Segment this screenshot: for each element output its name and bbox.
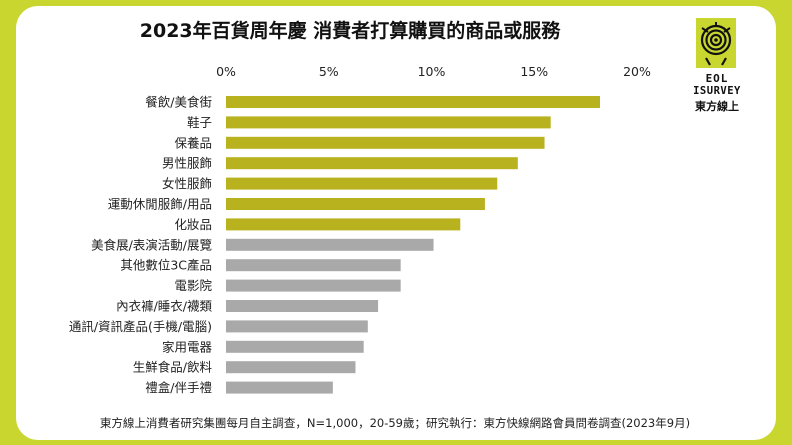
category-label: 女性服飾	[162, 176, 212, 191]
bar	[226, 259, 401, 272]
category-label: 化妝品	[174, 217, 212, 232]
logo-text-eol: EOL	[705, 72, 729, 85]
category-label: 禮盒/伴手禮	[145, 380, 212, 395]
bar	[226, 381, 333, 394]
bar	[226, 198, 485, 210]
category-label: 通訊/資訊產品(手機/電腦)	[69, 319, 212, 334]
bar	[226, 96, 601, 108]
category-label: 內衣褲/睡衣/襪類	[116, 299, 212, 314]
category-label: 家用電器	[162, 339, 213, 354]
category-label: 運動休閒服飾/用品	[108, 197, 212, 212]
chart-title: 2023年百貨周年慶 消費者打算購買的商品或服務	[139, 20, 561, 42]
logo: EOL ISURVEY 東方線上	[676, 18, 760, 128]
bar	[226, 340, 364, 353]
x-tick-label: 5%	[319, 64, 339, 79]
bar	[226, 136, 545, 149]
bar	[226, 177, 498, 190]
footnote: 東方線上消費者研究集團每月自主調查，N=1,000，20-59歲；研究執行：東方…	[99, 416, 691, 430]
logo-text-isurvey: ISURVEY	[693, 85, 741, 97]
category-label: 生鮮食品/飲料	[133, 360, 213, 375]
spiral-eye-icon	[696, 18, 736, 68]
bar	[226, 279, 401, 292]
category-label: 保養品	[174, 135, 212, 150]
category-label: 鞋子	[187, 115, 212, 130]
bar	[226, 157, 518, 170]
x-tick-label: 10%	[418, 64, 446, 79]
logo-text-brand: 東方線上	[695, 100, 739, 113]
bar	[226, 361, 356, 374]
bar	[226, 300, 379, 312]
bar	[226, 218, 461, 231]
x-tick-label: 20%	[623, 64, 651, 79]
x-tick-label: 0%	[216, 64, 236, 79]
category-label: 餐飲/美食街	[145, 95, 212, 110]
category-label: 其他數位3C產品	[120, 258, 212, 273]
bar	[226, 238, 434, 251]
category-label: 男性服飾	[162, 156, 212, 171]
x-tick-label: 15%	[520, 64, 548, 79]
category-label: 電影院	[174, 278, 212, 293]
bar	[226, 320, 368, 333]
category-label: 美食展/表演活動/展覽	[91, 237, 212, 252]
bar	[226, 116, 551, 129]
